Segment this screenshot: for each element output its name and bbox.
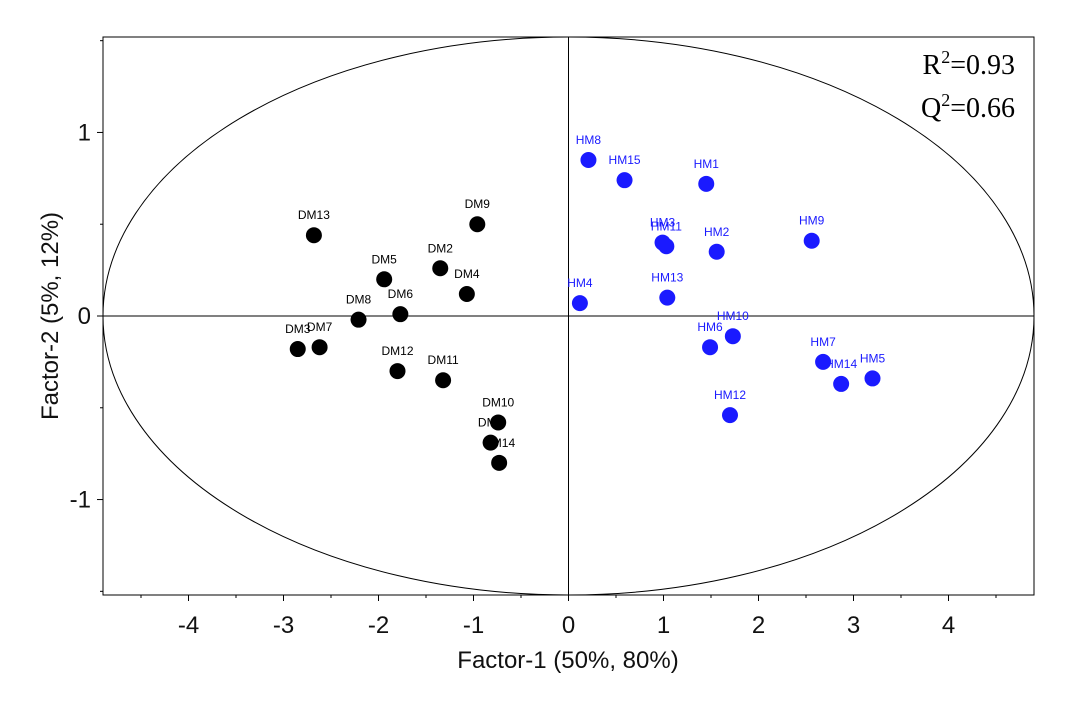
- point-hm1: [698, 175, 715, 192]
- point-label-hm1: HM1: [694, 157, 720, 171]
- point-dm5: [376, 271, 393, 288]
- x-tick-label: -2: [368, 612, 389, 639]
- point-dm14: [491, 454, 508, 471]
- point-label-dm14: DM14: [483, 436, 515, 450]
- axis-ticks: -4 -3 -2 -1 0 1 2 3 4 1 0 -1: [70, 40, 997, 639]
- point-label-dm10: DM10: [482, 395, 514, 409]
- point-hm7: [815, 353, 832, 370]
- point-label-dm5: DM5: [372, 252, 398, 266]
- point-label-hm3: HM3: [650, 216, 676, 230]
- y-tick-label: 1: [78, 119, 91, 146]
- point-dm6: [392, 306, 409, 323]
- point-label-dm13: DM13: [298, 208, 330, 222]
- point-dm2: [432, 260, 449, 277]
- point-dm4: [458, 285, 475, 302]
- point-hm14: [833, 375, 850, 392]
- point-hm4: [571, 295, 588, 312]
- point-label-dm12: DM12: [381, 344, 413, 358]
- r2-annotation: R2=0.93: [923, 47, 1015, 81]
- point-label-hm11: HM11: [651, 219, 682, 233]
- point-hm11: [658, 238, 675, 255]
- point-label-hm4: HM4: [567, 276, 593, 290]
- point-hm6: [702, 339, 719, 356]
- point-dm11: [435, 372, 452, 389]
- point-hm12: [722, 407, 738, 424]
- point-dm1: [482, 434, 499, 451]
- point-hm10: [724, 328, 741, 345]
- x-tick-label: 2: [752, 612, 765, 639]
- x-tick-label: -3: [273, 612, 294, 639]
- point-hm9: [803, 232, 820, 249]
- point-dm3: [289, 341, 306, 358]
- plot-frame: [102, 36, 1035, 596]
- x-axis-title: Factor-1 (50%, 80%): [457, 647, 678, 674]
- point-label-dm9: DM9: [465, 197, 491, 211]
- point-dm10: [490, 414, 507, 431]
- point-hm5: [864, 370, 881, 387]
- point-label-dm4: DM4: [454, 267, 480, 281]
- point-label-hm15: HM15: [609, 153, 641, 167]
- y-axis-title: Factor-2 (5%, 12%): [37, 212, 64, 420]
- point-label-hm2: HM2: [704, 225, 730, 239]
- point-label-dm8: DM8: [346, 293, 372, 307]
- q2-annotation: Q2=0.66: [921, 90, 1015, 124]
- point-label-hm6: HM6: [697, 320, 723, 334]
- point-label-dm6: DM6: [388, 287, 414, 301]
- point-hm2: [708, 243, 725, 260]
- point-label-dm3: DM3: [285, 322, 311, 336]
- point-label-hm10: HM10: [717, 309, 749, 323]
- point-dm9: [469, 216, 486, 233]
- point-label-hm8: HM8: [576, 133, 602, 147]
- point-label-dm1: DM1: [478, 416, 504, 430]
- point-label-dm11: DM11: [428, 353, 459, 367]
- point-hm13: [659, 289, 676, 306]
- point-dm12: [389, 363, 406, 380]
- x-tick-label: 0: [562, 612, 575, 639]
- point-label-hm14: HM14: [825, 357, 857, 371]
- point-label-hm9: HM9: [799, 214, 825, 228]
- point-dm13: [305, 227, 322, 244]
- y-tick-label: -1: [70, 487, 91, 514]
- x-tick-label: -4: [178, 612, 199, 639]
- point-label-hm13: HM13: [651, 271, 683, 285]
- point-hm15: [616, 172, 633, 189]
- point-label-hm5: HM5: [860, 351, 886, 365]
- point-label-dm7: DM7: [307, 320, 333, 334]
- y-tick-label: 0: [78, 303, 91, 330]
- x-tick-label: 1: [657, 612, 670, 639]
- point-label-hm12: HM12: [714, 388, 746, 402]
- x-tick-label: 4: [942, 612, 955, 639]
- point-label-hm7: HM7: [810, 335, 836, 349]
- x-tick-label: 3: [847, 612, 860, 639]
- x-tick-label: -1: [463, 612, 484, 639]
- point-dm8: [350, 311, 367, 328]
- point-dm7: [311, 339, 328, 356]
- point-label-dm2: DM2: [428, 241, 454, 255]
- point-hm8: [580, 151, 597, 168]
